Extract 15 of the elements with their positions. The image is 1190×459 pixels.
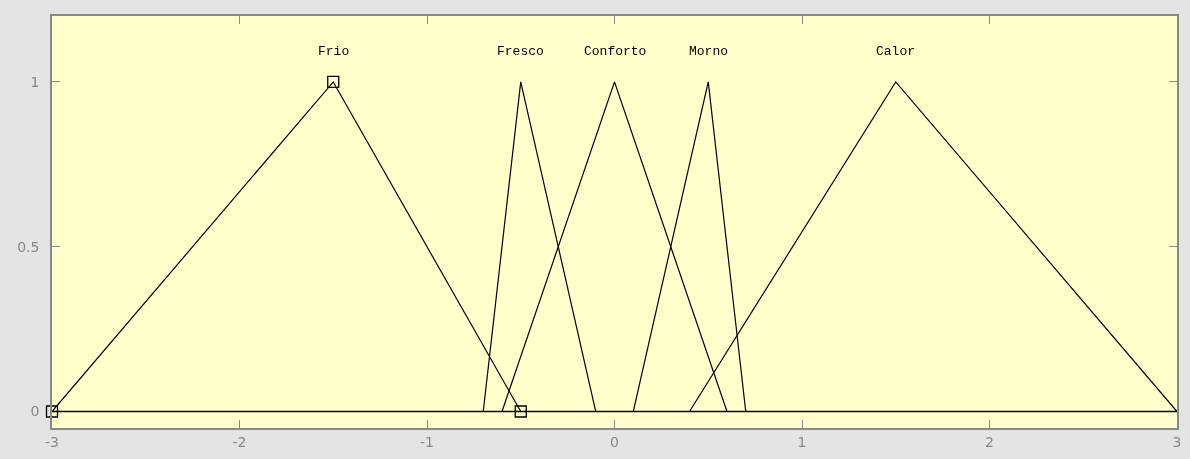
x-tick-label: -1 (420, 433, 434, 450)
text: Conforto (584, 44, 647, 59)
text: Fresco (497, 44, 544, 59)
y-tick-label: 0 (30, 403, 40, 420)
x-tick-label: 1 (797, 433, 807, 450)
y-tick-label: 1 (30, 73, 40, 90)
x-tick-label: 3 (1172, 433, 1182, 450)
x-tick-label: -2 (232, 433, 247, 450)
text: Morno (689, 44, 729, 59)
series-label: Frio (318, 44, 350, 59)
x-tick-label: 2 (985, 433, 994, 450)
y-tick-label: 0.5 (17, 238, 40, 255)
x-tick-label: 0 (610, 433, 619, 450)
text: Calor (876, 44, 916, 59)
x-tick-label: -3 (45, 433, 59, 450)
